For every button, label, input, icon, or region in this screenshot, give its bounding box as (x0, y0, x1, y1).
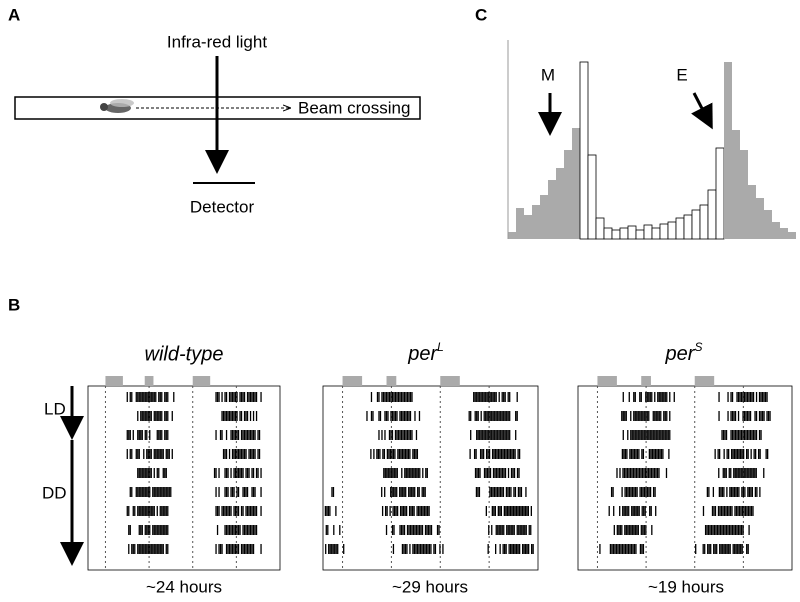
panel-label: C (475, 5, 487, 24)
title-text: per (665, 343, 696, 365)
ld-label: LD (44, 399, 66, 418)
actogram-frame (87, 385, 281, 571)
period-label: ~19 hours (648, 577, 724, 596)
histogram-bar (635, 229, 645, 240)
histogram-bar (619, 227, 629, 240)
evening-label: E (676, 65, 687, 84)
histogram-bar (780, 228, 788, 239)
histogram-bar (715, 147, 725, 240)
histogram-bar (764, 210, 772, 239)
histogram-bar (707, 189, 717, 240)
light-bar (105, 376, 123, 386)
histogram-bar (691, 209, 701, 240)
histogram-bar (540, 195, 548, 239)
title-text: per (407, 343, 438, 365)
histogram-bar (748, 185, 756, 239)
histogram-bar (532, 205, 540, 239)
histogram-bar (627, 225, 637, 240)
dd-label: DD (42, 483, 67, 502)
detector-label: Detector (190, 197, 255, 216)
histogram-bar (659, 223, 669, 240)
histogram-bar (643, 224, 653, 240)
histogram-bar (524, 215, 532, 239)
actogram-title: perS (665, 340, 703, 365)
panel-label: B (8, 295, 20, 314)
title-superscript: L (437, 340, 444, 354)
histogram-bar (572, 128, 580, 239)
actograms (87, 376, 793, 571)
evening-arrow (691, 92, 713, 130)
light-bar (694, 376, 715, 386)
histogram-bar (611, 229, 621, 240)
light-label: Infra-red light (167, 32, 267, 51)
morning-label: M (541, 65, 555, 84)
histogram-bar (740, 150, 748, 239)
histogram-bar (772, 222, 780, 239)
histogram-bar (683, 214, 693, 240)
light-bar (342, 376, 363, 386)
histogram-bar (788, 232, 796, 239)
histogram-bar (564, 150, 572, 239)
histogram-bar (508, 232, 516, 239)
histogram-bar (651, 227, 661, 240)
light-bar (440, 376, 460, 386)
histogram-bar (667, 221, 677, 240)
histogram-bar (724, 62, 732, 239)
histogram-bar (516, 208, 524, 239)
light-bar (144, 376, 154, 386)
title-superscript: S (694, 340, 702, 354)
light-bar (641, 376, 651, 386)
actogram-frame (577, 385, 793, 571)
beam-label: Beam crossing (298, 98, 410, 117)
histogram-bar (675, 217, 685, 240)
actogram-frame (322, 385, 539, 571)
histogram-bar (603, 227, 613, 240)
light-bar (192, 376, 211, 386)
panel-label: A (8, 5, 20, 24)
histogram-bar (732, 130, 740, 239)
fly (100, 99, 134, 113)
period-label: ~24 hours (146, 577, 222, 596)
histogram (507, 40, 796, 240)
actogram-title: perL (407, 340, 444, 365)
light-bar (386, 376, 397, 386)
histogram-bar (699, 204, 709, 240)
histogram-bar (756, 198, 764, 239)
actogram-title: wild-type (145, 343, 224, 365)
period-label: ~29 hours (392, 577, 468, 596)
light-bar (597, 376, 617, 386)
histogram-bar (548, 180, 556, 239)
histogram-bar (587, 154, 597, 240)
histogram-bar (595, 217, 605, 240)
histogram-bar (556, 168, 564, 239)
histogram-bar (579, 61, 589, 240)
